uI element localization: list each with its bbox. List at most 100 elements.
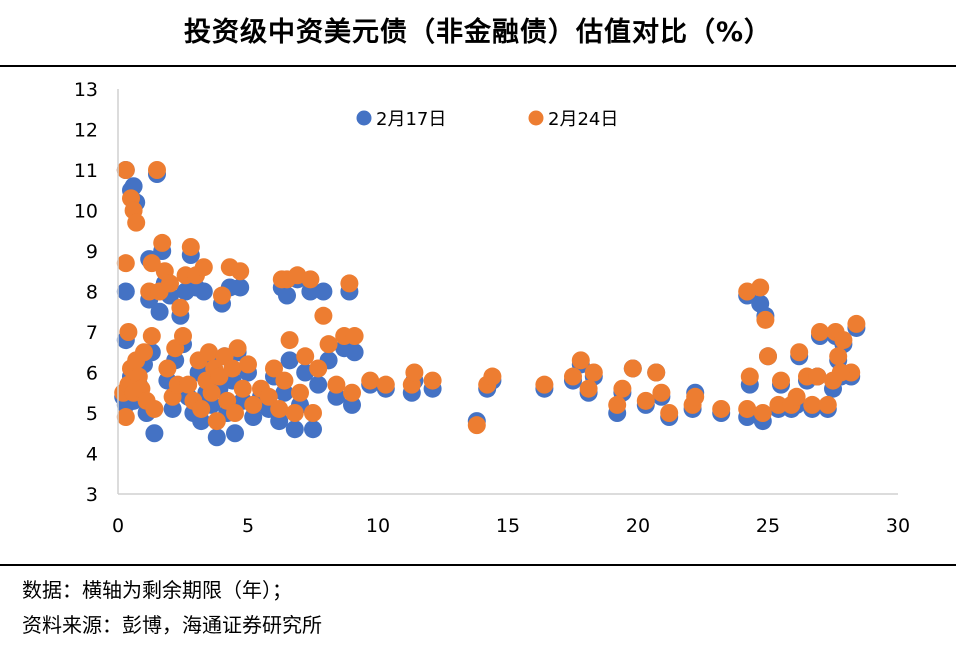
legend-label-feb17: 2月17日: [376, 109, 446, 130]
data-point: [787, 387, 806, 406]
x-tick-label: 15: [496, 515, 520, 537]
data-point: [259, 387, 278, 406]
data-point: [740, 367, 759, 386]
data-point: [285, 420, 304, 439]
title-divider: [0, 65, 956, 67]
data-point: [772, 371, 790, 390]
data-point: [210, 367, 229, 386]
data-point: [275, 371, 294, 390]
data-point: [233, 379, 252, 398]
data-point: [296, 347, 315, 366]
data-point: [579, 379, 598, 398]
legend-marker-feb24: [528, 110, 544, 126]
data-point: [467, 416, 486, 435]
data-point: [361, 371, 380, 390]
x-axis-ticks: 0 5 10 15 20 25 30: [112, 515, 910, 537]
data-point: [834, 331, 853, 350]
data-point: [304, 404, 322, 422]
data-point: [280, 331, 299, 350]
data-point: [145, 399, 164, 418]
data-point: [847, 314, 866, 333]
data-point: [207, 412, 226, 431]
x-tick-label: 5: [242, 515, 254, 537]
data-point: [319, 335, 338, 354]
data-point: [174, 327, 192, 346]
data-point: [226, 404, 244, 422]
notes-divider: [0, 564, 956, 566]
data-point: [584, 363, 603, 382]
data-point: [142, 254, 161, 273]
data-point: [231, 262, 250, 281]
data-point: [231, 278, 250, 297]
y-tick-label: 8: [86, 282, 98, 304]
data-point: [769, 395, 788, 414]
legend-label-feb24: 2月24日: [548, 109, 618, 130]
data-point: [116, 254, 135, 273]
data-point: [535, 375, 554, 394]
data-point: [753, 404, 772, 422]
y-tick-label: 3: [86, 484, 98, 506]
data-point: [285, 404, 304, 422]
x-tick-label: 30: [886, 515, 910, 537]
data-point: [161, 274, 179, 293]
data-point: [803, 395, 822, 414]
x-tick-label: 20: [626, 515, 650, 537]
y-tick-label: 13: [74, 79, 98, 101]
data-point: [291, 383, 309, 402]
y-tick-label: 5: [86, 403, 98, 425]
y-tick-label: 11: [74, 160, 98, 182]
data-point: [223, 359, 242, 378]
data-point: [343, 383, 361, 402]
data-point: [829, 347, 848, 366]
data-point: [660, 404, 679, 422]
y-tick-label: 4: [86, 444, 98, 466]
scatter-chart: 3 4 5 6 7 8 9 10 11 12 13 0 5 10 15 20 25 30 2月17日 2月24日: [74, 79, 910, 537]
data-point: [116, 282, 135, 301]
data-point: [608, 395, 627, 414]
x-tick-label: 25: [756, 515, 780, 537]
data-point: [751, 278, 770, 297]
data-point: [239, 355, 257, 374]
data-point: [304, 420, 322, 439]
data-point: [171, 298, 190, 317]
data-point: [808, 367, 827, 386]
data-point: [148, 161, 166, 179]
plot-area: [114, 161, 866, 447]
data-point: [712, 399, 731, 418]
data-point: [226, 424, 244, 443]
data-point: [340, 274, 359, 293]
data-point: [200, 343, 218, 362]
data-point: [213, 286, 231, 305]
data-point: [309, 375, 328, 394]
data-point: [623, 359, 642, 378]
data-point: [831, 363, 850, 382]
data-point: [265, 359, 283, 378]
data-point: [228, 339, 247, 358]
data-point: [280, 351, 299, 370]
data-point: [790, 343, 809, 362]
data-point: [345, 327, 364, 346]
axis-note: 数据：横轴为剩余期限（年）；: [22, 578, 292, 602]
data-point: [194, 282, 213, 301]
x-tick-label: 0: [112, 515, 124, 537]
data-point: [652, 383, 671, 402]
data-point: [613, 379, 632, 398]
data-point: [686, 387, 705, 406]
data-point: [116, 408, 135, 427]
x-tick-label: 10: [366, 515, 390, 537]
data-point: [811, 323, 829, 341]
y-axis-ticks: 3 4 5 6 7 8 9 10 11 12 13: [74, 79, 98, 506]
data-point: [756, 310, 775, 329]
data-point: [314, 306, 333, 325]
data-point: [158, 359, 177, 378]
source-note: 资料来源：彭博，海通证券研究所: [22, 613, 322, 637]
data-point: [309, 359, 328, 378]
y-tick-label: 9: [86, 241, 98, 263]
data-point: [564, 367, 582, 386]
data-point: [153, 233, 172, 252]
data-point: [301, 270, 320, 289]
data-point: [314, 282, 333, 301]
data-point: [179, 375, 198, 394]
data-point: [116, 161, 135, 179]
data-point: [571, 351, 590, 370]
